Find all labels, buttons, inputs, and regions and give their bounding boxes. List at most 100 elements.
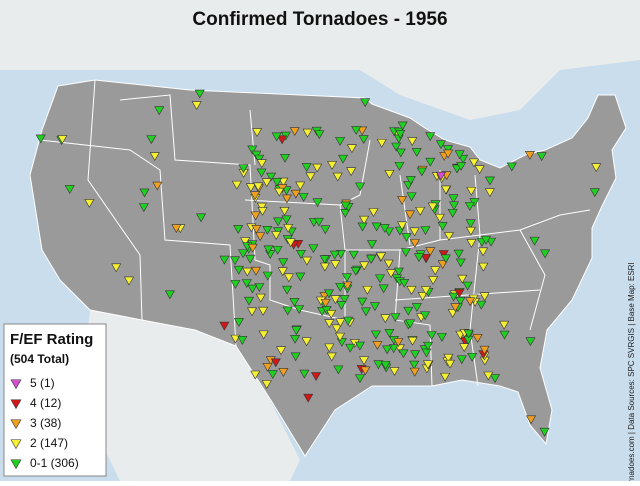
tornado-marker [425,247,436,257]
tornado-marker [249,191,261,201]
tornado-marker [403,306,414,316]
tornado-marker [459,343,470,353]
tornado-marker [357,222,368,232]
tornado-marker [465,219,476,229]
tornado-marker [434,213,445,223]
tornado-marker [417,292,428,301]
tornado-marker [326,310,337,319]
tornado-marker [57,135,68,144]
tornado-marker [379,224,390,233]
tornado-marker [409,239,420,248]
tornado-marker [196,213,207,223]
us-land [29,79,627,457]
tornado-marker [380,314,391,324]
tornado-marker [422,341,434,351]
legend: F/EF Rating (504 Total) 5 (1) 4 (12) 3 (38… [3,323,107,477]
legend-subtitle: (504 Total) [10,352,69,366]
tornado-marker [525,337,536,347]
tornado-marker [382,345,393,355]
tornado-marker [380,360,391,370]
tornado-marker [435,171,447,181]
tornado-marker [415,206,426,216]
tornado-marker [348,250,359,260]
tornado-marker [301,256,312,266]
tornado-marker [327,161,338,170]
tornado-marker [346,144,357,154]
tornado-marker [394,161,405,171]
tornado-marker [320,298,331,308]
tornado-marker [138,203,149,213]
tornado-marker [457,274,468,284]
tornado-marker [524,151,535,160]
tornado-marker [384,169,395,179]
tornado-marker [341,273,352,283]
tornado-marker [384,328,395,338]
tornado-marker [397,221,408,231]
tornado-marker [462,281,473,291]
tornado-marker [483,371,494,381]
tornado-marker [466,239,477,248]
legend-symbol [10,399,22,410]
tornado-marker [427,202,438,212]
tornado-marker [529,236,540,246]
tornado-marker [331,324,342,334]
tornado-marker [233,265,244,275]
tornado-marker [230,256,241,266]
legend-label: 0-1 (306) [30,456,79,470]
tornado-marker [242,267,253,277]
tornado-marker [448,201,460,211]
tornado-marker [395,148,406,158]
legend-label: 3 (38) [30,416,61,430]
tornado-marker [343,316,354,326]
tornado-marker [335,282,346,292]
tornado-marker [399,278,410,288]
tornado-marker [262,271,273,281]
tornado-marker [333,365,344,375]
tornado-marker [256,159,267,169]
tornado-marker [395,130,406,139]
tornado-marker [366,240,377,250]
tornado-marker [326,352,337,362]
tornado-marker [255,232,266,242]
tornado-marker [358,135,369,145]
tornado-marker [241,279,252,288]
tornado-marker [289,298,300,307]
tornado-marker [308,244,319,254]
tornado-marker [405,319,416,329]
tornado-marker [332,172,343,182]
tornado-marker [278,258,289,268]
tornado-marker [368,208,379,217]
tornado-marker [283,273,294,283]
legend-label: 4 (12) [30,396,61,410]
tornado-marker [360,307,371,317]
tornado-marker [314,130,325,140]
tornado-marker [437,260,448,270]
tornado-marker [342,281,353,291]
tornado-marker [336,301,347,310]
tornado-marker [261,380,272,389]
tornado-marker [330,260,341,270]
tornado-marker [411,303,422,312]
tornado-marker [335,332,346,342]
tornado-marker [499,330,510,340]
tornado-marker [238,249,249,259]
tornado-marker [401,233,412,242]
tornado-marker [301,163,312,172]
tornado-marker [267,370,278,379]
tornado-marker [378,284,389,294]
tornado-marker [251,224,262,234]
tornado-marker [312,198,323,208]
tornado-marker [324,343,335,353]
tornado-marker [540,249,551,259]
tornado-marker [448,194,459,204]
tornado-marker [421,253,432,263]
tornado-marker [443,149,454,159]
tornado-marker [450,303,461,313]
tornado-marker [474,165,485,175]
tornado-marker [258,330,269,340]
tornado-marker [289,127,300,137]
tornado-marker [290,335,301,344]
tornado-marker [467,352,478,362]
tornado-marker [281,215,292,225]
tornado-marker [479,345,490,355]
